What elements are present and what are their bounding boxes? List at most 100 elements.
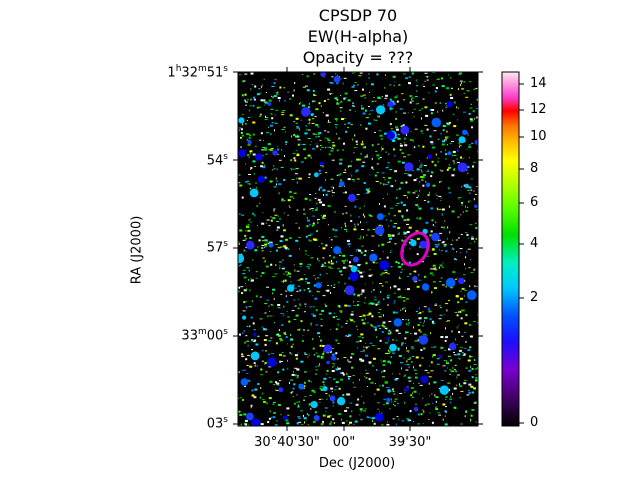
noise-pixel xyxy=(467,133,469,136)
source-blob xyxy=(348,193,356,202)
noise-pixel xyxy=(238,410,241,413)
noise-pixel xyxy=(350,214,352,217)
noise-pixel xyxy=(372,168,374,170)
noise-pixel xyxy=(403,99,406,101)
noise-pixel xyxy=(397,138,401,140)
noise-pixel xyxy=(375,328,377,330)
noise-pixel xyxy=(450,244,453,246)
noise-pixel xyxy=(460,390,464,392)
noise-pixel xyxy=(359,414,361,416)
noise-pixel xyxy=(292,387,295,390)
noise-pixel xyxy=(386,256,389,259)
noise-pixel xyxy=(259,202,261,204)
noise-pixel xyxy=(346,373,348,375)
noise-pixel xyxy=(343,142,345,145)
noise-pixel xyxy=(260,387,262,389)
noise-pixel xyxy=(269,410,271,413)
noise-pixel xyxy=(342,213,345,215)
noise-pixel xyxy=(275,244,279,245)
noise-pixel xyxy=(401,93,404,95)
noise-pixel xyxy=(447,226,449,229)
noise-pixel xyxy=(420,169,422,171)
noise-pixel xyxy=(287,272,291,275)
noise-pixel xyxy=(372,420,373,423)
noise-pixel xyxy=(351,174,353,177)
noise-pixel xyxy=(412,170,414,172)
noise-pixel xyxy=(372,357,376,360)
noise-pixel xyxy=(374,393,376,395)
noise-pixel xyxy=(349,255,353,257)
noise-pixel xyxy=(275,109,279,111)
noise-pixel xyxy=(441,242,444,244)
noise-pixel xyxy=(379,182,382,185)
noise-pixel xyxy=(321,424,323,426)
noise-pixel xyxy=(368,113,371,115)
noise-pixel xyxy=(390,250,393,252)
noise-pixel xyxy=(242,310,246,312)
noise-pixel xyxy=(385,381,388,382)
noise-pixel xyxy=(383,398,387,400)
noise-pixel xyxy=(430,370,434,372)
source-blob xyxy=(462,129,468,135)
noise-pixel xyxy=(353,300,354,303)
noise-pixel xyxy=(404,142,406,144)
noise-pixel xyxy=(302,104,305,107)
noise-pixel xyxy=(297,404,299,406)
noise-pixel xyxy=(432,264,436,267)
noise-pixel xyxy=(392,225,396,228)
noise-pixel xyxy=(364,146,366,149)
noise-pixel xyxy=(448,121,451,124)
noise-pixel xyxy=(442,403,446,406)
noise-pixel xyxy=(449,388,450,391)
noise-pixel xyxy=(439,169,441,171)
noise-pixel xyxy=(409,356,411,359)
noise-pixel xyxy=(261,244,265,246)
noise-pixel xyxy=(238,182,241,184)
source-blob xyxy=(333,246,342,255)
noise-pixel xyxy=(476,116,478,119)
noise-pixel xyxy=(349,261,351,264)
source-blob xyxy=(255,153,263,161)
noise-pixel xyxy=(457,357,459,359)
noise-pixel xyxy=(288,205,290,207)
noise-pixel xyxy=(401,420,405,422)
noise-pixel xyxy=(255,295,258,298)
noise-pixel xyxy=(364,297,366,299)
noise-pixel xyxy=(309,208,311,210)
noise-pixel xyxy=(371,144,374,147)
noise-pixel xyxy=(319,273,321,276)
noise-pixel xyxy=(245,358,248,361)
noise-pixel xyxy=(244,93,247,96)
noise-pixel xyxy=(272,288,276,291)
noise-pixel xyxy=(288,254,292,257)
noise-pixel xyxy=(291,179,295,180)
noise-pixel xyxy=(422,98,425,100)
noise-pixel xyxy=(381,285,384,287)
noise-pixel xyxy=(335,386,338,387)
noise-pixel xyxy=(418,393,420,395)
colorbar-tick-label-3: 6 xyxy=(530,195,539,210)
noise-pixel xyxy=(423,174,426,177)
noise-pixel xyxy=(346,407,350,409)
noise-pixel xyxy=(474,240,475,243)
noise-pixel xyxy=(306,282,309,284)
noise-pixel xyxy=(303,274,305,275)
noise-pixel xyxy=(389,408,391,410)
noise-pixel xyxy=(443,245,446,248)
noise-pixel xyxy=(264,176,267,179)
noise-pixel xyxy=(287,214,289,216)
noise-pixel xyxy=(360,143,364,146)
noise-pixel xyxy=(436,195,438,197)
noise-pixel xyxy=(262,329,264,331)
noise-pixel xyxy=(305,277,308,280)
noise-pixel xyxy=(316,355,320,358)
noise-pixel xyxy=(409,273,412,275)
noise-pixel xyxy=(468,383,472,386)
noise-pixel xyxy=(390,398,392,401)
noise-pixel xyxy=(297,307,300,309)
noise-pixel xyxy=(327,415,331,418)
noise-pixel xyxy=(294,305,297,307)
noise-pixel xyxy=(438,243,440,246)
noise-pixel xyxy=(379,134,383,137)
noise-pixel xyxy=(277,384,279,386)
